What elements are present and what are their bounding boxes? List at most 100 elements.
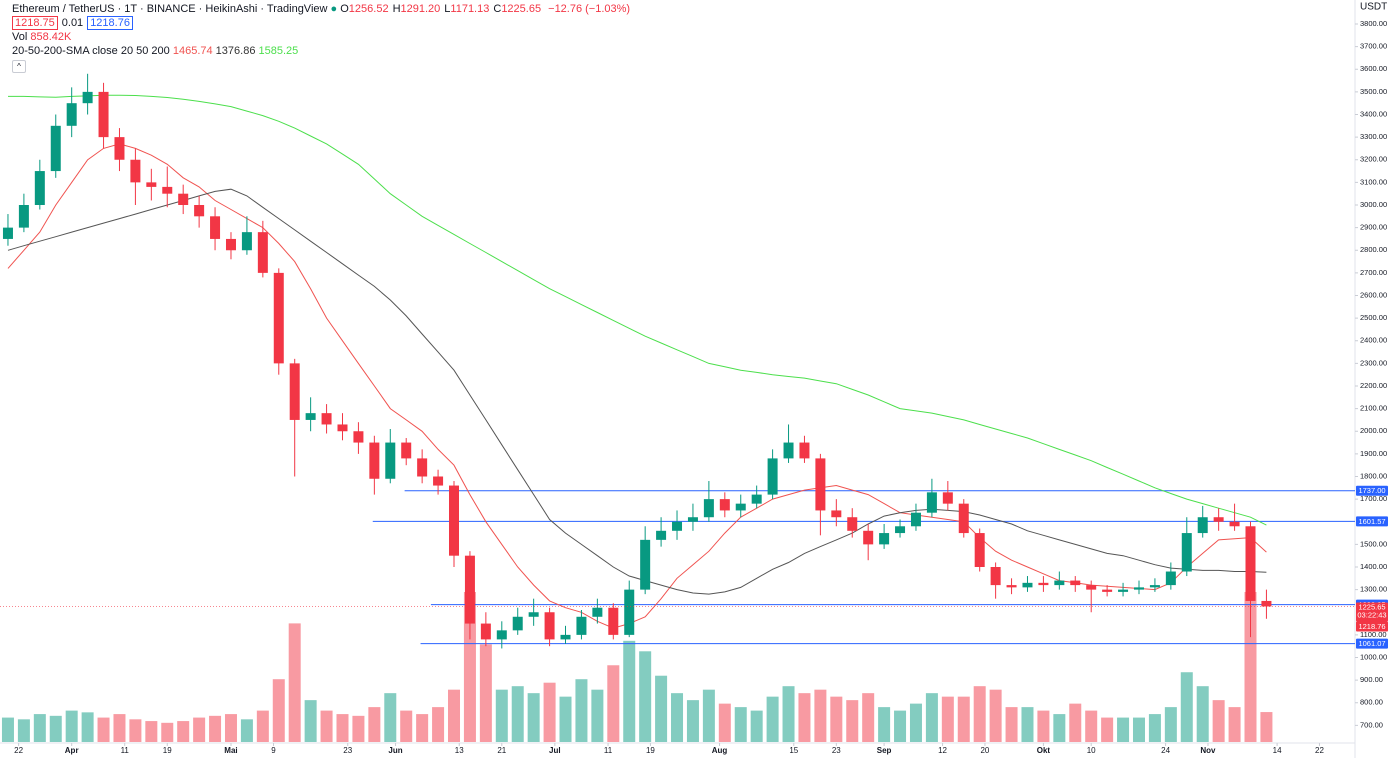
x-tick-label: Mai	[224, 746, 237, 755]
y-tick-label: 2200.00	[1360, 381, 1387, 390]
volume-bar	[543, 682, 556, 742]
candle-body	[130, 159, 141, 183]
candle-body	[895, 526, 906, 534]
y-tick-label: 2300.00	[1360, 358, 1387, 367]
volume-bar	[734, 707, 747, 742]
candle-body	[66, 103, 77, 126]
y-tick-label: 2500.00	[1360, 313, 1387, 322]
volume-bar	[81, 712, 94, 742]
volume-bar	[463, 592, 476, 742]
volume-bar	[1260, 712, 1273, 742]
x-tick-label: 22	[1315, 746, 1324, 755]
candle-body	[353, 431, 364, 443]
candle-body	[799, 442, 810, 459]
x-tick-label: 21	[497, 746, 506, 755]
sma-line	[7, 188, 1267, 595]
x-tick-label: 13	[455, 746, 464, 755]
x-tick-label: 23	[832, 746, 841, 755]
countdown: 03:22:43	[1357, 610, 1386, 619]
level-label-bg	[1356, 638, 1388, 649]
volume-bar	[686, 700, 699, 742]
volume-bar	[49, 715, 62, 742]
y-tick-label: 1400.00	[1360, 562, 1387, 571]
legend: Ethereum / TetherUS · 1T · BINANCE · Hei…	[12, 2, 630, 73]
volume-bar	[177, 721, 190, 742]
vol-value: 858.42K	[30, 31, 72, 43]
x-tick-label: 19	[163, 746, 172, 755]
candle-body	[592, 607, 603, 617]
candle-body	[735, 503, 746, 511]
currency[interactable]: USDT	[1360, 2, 1387, 13]
candle-body	[194, 205, 205, 217]
sma200: 1585.25	[258, 45, 299, 57]
volume-bar	[989, 689, 1002, 742]
ask[interactable]: 1218.76	[87, 16, 133, 30]
candle-body	[544, 612, 555, 640]
candle-body	[1165, 571, 1176, 586]
volume-bar	[240, 719, 253, 742]
spread: 0.01	[61, 17, 84, 29]
sma-line	[8, 94, 1267, 526]
candle-body	[98, 91, 109, 138]
volume-bar	[846, 700, 859, 742]
x-tick-label: 23	[343, 746, 352, 755]
candle-body	[449, 485, 460, 556]
candle-body	[321, 413, 332, 425]
volume-bar	[878, 707, 891, 742]
volume-bar	[288, 623, 301, 742]
volume-row: Vol 858.42K	[12, 30, 630, 44]
candle-body	[1197, 517, 1208, 534]
candle-body	[289, 363, 300, 420]
candle-body	[480, 623, 491, 640]
volume-bar	[1244, 592, 1257, 742]
x-tick-label: 9	[271, 746, 276, 755]
volume-bar	[1053, 714, 1066, 742]
volume-bar	[416, 714, 429, 742]
volume-bar	[575, 679, 588, 742]
volume-bar	[894, 710, 907, 742]
candle-body	[624, 589, 635, 635]
indicator[interactable]: 20-50-200-SMA close 20 50 200	[12, 45, 170, 57]
volume-bar	[479, 644, 492, 742]
candle-body	[719, 499, 730, 511]
volume-bar	[655, 675, 668, 742]
bid[interactable]: 1218.75	[12, 16, 58, 30]
y-tick-label: 2400.00	[1360, 336, 1387, 345]
candle-body	[433, 476, 444, 486]
volume-bar	[97, 717, 110, 742]
x-tick-label: Aug	[712, 746, 728, 755]
level-label: 1061.07	[1358, 639, 1385, 648]
collapse-button[interactable]: ^	[12, 60, 26, 73]
ohlc-key: O	[340, 3, 349, 15]
volume-bar	[814, 689, 827, 742]
volume-bar	[1132, 717, 1145, 742]
candle-body	[990, 567, 1001, 586]
candle-body	[464, 555, 475, 624]
volume-bar	[671, 693, 684, 742]
x-tick-label: 10	[1087, 746, 1096, 755]
candle-body	[1006, 585, 1017, 588]
ohlc-value: 1225.65	[501, 3, 542, 15]
sma20: 1465.74	[172, 45, 213, 57]
candle-body	[1213, 517, 1224, 522]
x-tick-label: 24	[1161, 746, 1170, 755]
y-tick-label: 3500.00	[1360, 87, 1387, 96]
sma-line	[7, 143, 1267, 629]
candle-body	[162, 186, 173, 194]
y-tick-label: 3400.00	[1360, 109, 1387, 118]
candle-body	[305, 413, 316, 420]
x-tick-label: Apr	[65, 746, 79, 755]
plot	[1, 73, 1355, 742]
volume-bar	[527, 693, 540, 742]
symbol[interactable]: Ethereum / TetherUS · 1T · BINANCE · Hei…	[12, 3, 328, 15]
candle-body	[82, 91, 93, 104]
volume-bar	[304, 700, 317, 742]
volume-bar	[702, 689, 715, 742]
candle-body	[1118, 589, 1129, 592]
candle-body	[1022, 582, 1033, 588]
volume-bar	[1069, 703, 1082, 742]
y-tick-label: 2900.00	[1360, 223, 1387, 232]
volume-bar	[559, 696, 572, 742]
volume-bar	[639, 651, 652, 742]
